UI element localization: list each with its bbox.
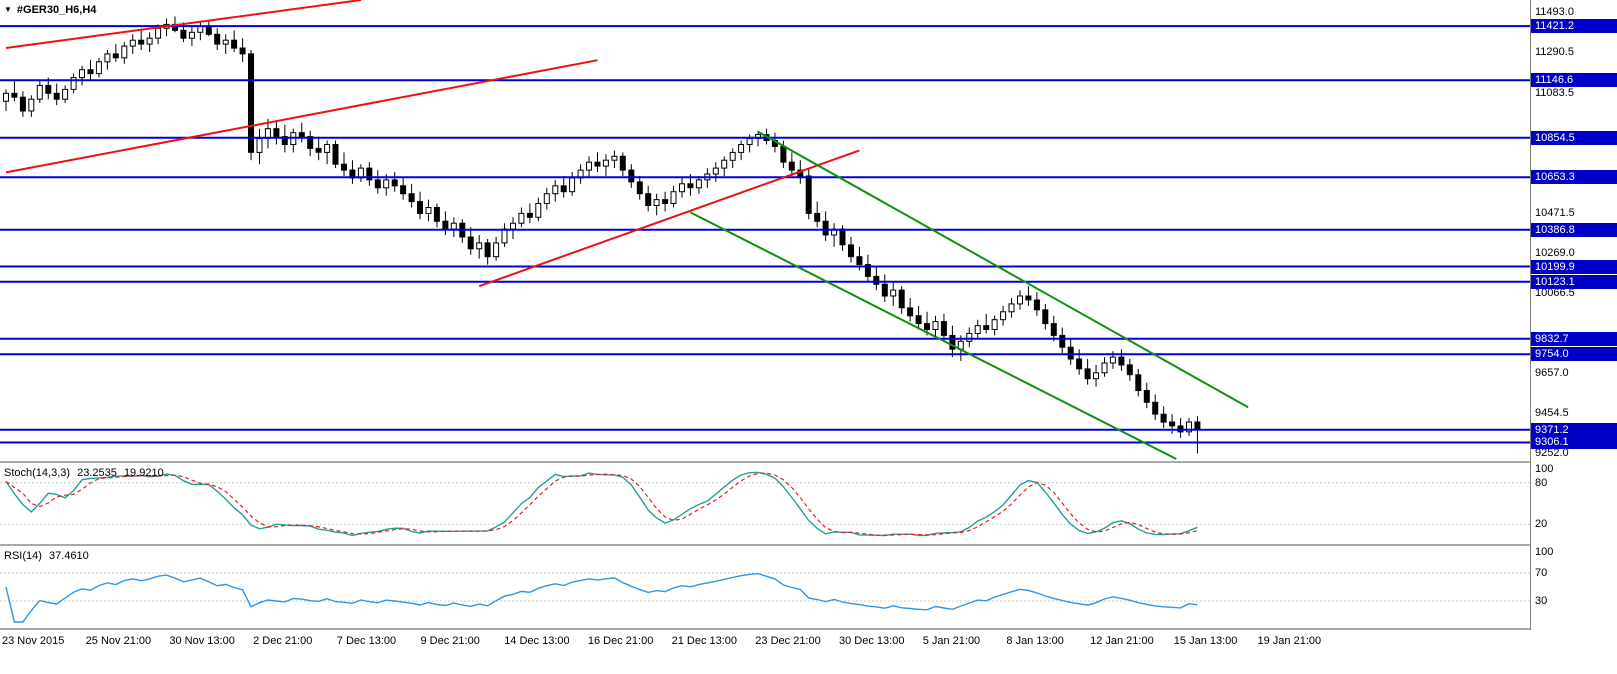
price-axis-label: 9454.5 <box>1535 407 1569 420</box>
price-chart-canvas[interactable] <box>0 0 1530 461</box>
price-level-tag: 9371.2 <box>1531 422 1617 437</box>
price-level-tag: 11421.2 <box>1531 19 1617 34</box>
time-axis-label: 15 Jan 13:00 <box>1173 635 1238 647</box>
time-axis-label: 12 Jan 21:00 <box>1090 635 1154 647</box>
stoch-scale-label: 20 <box>1535 518 1548 531</box>
price-axis-label: 11493.0 <box>1535 6 1574 18</box>
time-axis-label: 16 Dec 21:00 <box>587 635 654 647</box>
symbol-period-label: ▼ #GER30_H6,H4 <box>4 4 96 16</box>
time-axis-label: 23 Dec 21:00 <box>755 635 821 647</box>
rsi-label: RSI(14) 37.4610 <box>4 550 93 562</box>
time-axis-label: 5 Jan 21:00 <box>922 635 981 647</box>
time-axis[interactable]: 23 Nov 2015 25 Nov 21:00 30 Nov 13:00 2 Dec… <box>0 630 1617 674</box>
time-axis-label: 25 Nov 21:00 <box>85 635 152 647</box>
time-axis-label: 30 Dec 13:00 <box>839 635 905 647</box>
rsi-name: RSI(14) <box>4 550 42 562</box>
panel-separator[interactable] <box>0 544 1617 546</box>
price-axis-label: 10066.5 <box>1535 286 1575 299</box>
panel-separator[interactable] <box>0 628 1617 630</box>
price-axis[interactable]: 11493.0 11290.5 11083.5 10471.5 10269.0 10066… <box>1530 0 1617 630</box>
stochastic-plot[interactable] <box>0 463 1530 544</box>
rsi-line <box>5 572 1198 623</box>
time-axis-label: 9 Dec 21:00 <box>420 635 480 647</box>
stochastic-name: Stoch(14,3,3) <box>4 467 71 479</box>
time-axis-label: 2 Dec 21:00 <box>253 635 313 647</box>
price-axis-label: 11083.5 <box>1535 86 1574 99</box>
rsi-scale-label: 70 <box>1535 567 1548 579</box>
stochastic-main-value: 23.2535 <box>77 467 117 479</box>
panel-separator[interactable] <box>0 461 1617 463</box>
rsi-scale-label: 100 <box>1535 546 1554 558</box>
price-level-tag: 9306.1 <box>1531 435 1617 450</box>
stoch-scale-label: 100 <box>1535 463 1554 475</box>
candles-series <box>3 16 1201 454</box>
price-axis-label: 9657.0 <box>1535 367 1569 380</box>
price-level-tag: 10854.5 <box>1531 130 1617 145</box>
price-level-tag: 9754.0 <box>1531 347 1617 362</box>
stoch-scale-label: 80 <box>1535 476 1548 489</box>
price-level-tag: 10386.8 <box>1531 222 1617 237</box>
main-chart-panel[interactable]: ▼ #GER30_H6,H4 <box>0 0 1530 461</box>
price-axis-label: 10471.5 <box>1535 207 1575 220</box>
rsi-scale-label: 30 <box>1535 595 1548 607</box>
time-axis-label: 7 Dec 13:00 <box>336 635 397 647</box>
price-level-tag: 10199.9 <box>1531 259 1617 274</box>
time-axis-label: 21 Dec 13:00 <box>671 635 738 647</box>
time-axis-label: 14 Dec 13:00 <box>504 635 570 647</box>
support-resistance-lines <box>0 25 1530 444</box>
time-axis-label: 8 Jan 13:00 <box>1006 635 1064 647</box>
time-axis-label: 23 Nov 2015 <box>2 635 65 647</box>
rsi-value: 37.4610 <box>48 550 89 562</box>
price-axis-label: 9252.0 <box>1535 447 1569 460</box>
price-level-tag: 10123.1 <box>1531 274 1617 289</box>
stochastic-signal-value: 19.9210 <box>123 467 164 479</box>
price-level-tag: 9832.7 <box>1531 331 1617 346</box>
stochastic-panel[interactable]: Stoch(14,3,3) 23.2535 19.9210 <box>0 463 1530 544</box>
time-axis-label: 30 Nov 13:00 <box>169 635 235 647</box>
price-level-tag: 11146.6 <box>1531 73 1617 88</box>
stoch-signal-line <box>5 472 1198 536</box>
rsi-plot[interactable] <box>0 546 1530 628</box>
time-axis-label: 19 Jan 21:00 <box>1257 635 1322 647</box>
one-click-trading-collapse-icon[interactable]: ▼ <box>4 5 12 14</box>
price-axis-label: 10269.0 <box>1535 246 1575 259</box>
stoch-main-line <box>5 471 1198 537</box>
rsi-panel[interactable]: RSI(14) 37.4610 <box>0 546 1530 628</box>
price-axis-label: 11290.5 <box>1535 45 1574 58</box>
price-level-tag: 10653.3 <box>1531 170 1617 185</box>
trend-lines <box>5 0 1249 460</box>
stochastic-label: Stoch(14,3,3) 23.2535 19.9210 <box>4 467 168 479</box>
symbol-text: #GER30_H6,H4 <box>16 4 97 16</box>
